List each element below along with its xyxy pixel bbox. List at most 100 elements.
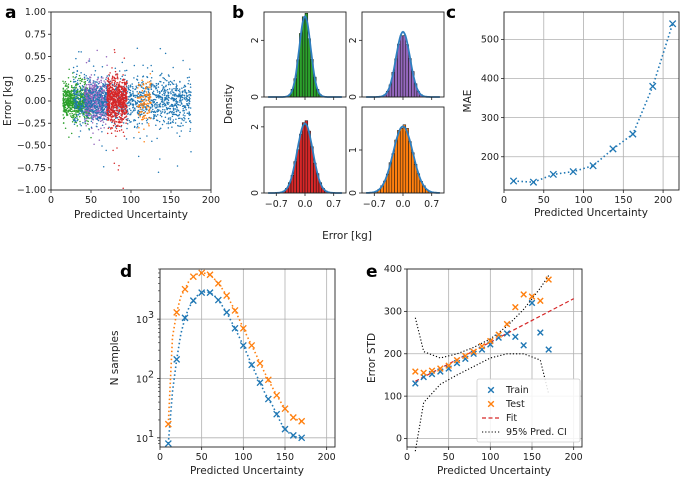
point bbox=[175, 87, 177, 90]
point bbox=[175, 110, 178, 113]
point bbox=[101, 114, 104, 116]
point bbox=[83, 107, 85, 110]
point bbox=[155, 119, 158, 121]
point bbox=[142, 103, 145, 106]
y-tick-label: −0.75 bbox=[17, 163, 46, 174]
point bbox=[106, 95, 109, 98]
point bbox=[112, 79, 115, 81]
point bbox=[114, 70, 117, 73]
point bbox=[173, 87, 175, 90]
point bbox=[97, 96, 99, 98]
point bbox=[119, 121, 122, 124]
point bbox=[167, 83, 170, 86]
point bbox=[101, 119, 103, 122]
y-tick-label: 2 bbox=[250, 124, 261, 130]
point bbox=[150, 86, 153, 88]
point bbox=[86, 103, 89, 105]
point bbox=[182, 124, 184, 127]
legend-box bbox=[476, 378, 581, 443]
point bbox=[121, 115, 123, 117]
point bbox=[123, 57, 126, 59]
point bbox=[90, 126, 93, 128]
point bbox=[72, 87, 74, 89]
point bbox=[84, 90, 86, 93]
x-tick-label: 50 bbox=[196, 452, 208, 463]
point bbox=[94, 107, 97, 109]
point bbox=[160, 90, 163, 92]
point bbox=[111, 87, 113, 89]
point bbox=[94, 85, 97, 88]
point bbox=[114, 130, 116, 132]
point bbox=[82, 88, 84, 90]
point bbox=[178, 125, 180, 127]
point bbox=[104, 115, 107, 117]
point bbox=[89, 80, 91, 83]
histogram-green: 02 bbox=[250, 11, 347, 100]
point bbox=[143, 101, 145, 103]
point bbox=[175, 85, 178, 88]
panel-e-xlabel: Predicted Uncertainty bbox=[437, 465, 551, 477]
point bbox=[107, 104, 109, 107]
x-tick-label: 0 bbox=[157, 452, 163, 463]
point bbox=[147, 96, 149, 99]
point bbox=[63, 109, 65, 111]
point bbox=[126, 109, 129, 111]
point bbox=[123, 94, 126, 97]
point bbox=[62, 87, 65, 89]
point bbox=[73, 113, 75, 116]
panel-c-mae-line: 0 50 100 150 200 200 300 400 500 Predicted Uncer… bbox=[462, 11, 680, 219]
point bbox=[94, 90, 96, 93]
point bbox=[89, 91, 91, 94]
point bbox=[148, 106, 150, 108]
point bbox=[161, 88, 164, 91]
point bbox=[174, 95, 176, 97]
point bbox=[179, 104, 181, 106]
y-tick-label: 0.75 bbox=[25, 29, 46, 40]
point bbox=[157, 110, 160, 112]
point bbox=[190, 150, 192, 153]
point bbox=[101, 130, 103, 133]
point bbox=[125, 85, 128, 87]
point bbox=[71, 86, 73, 89]
point bbox=[181, 118, 184, 121]
point bbox=[114, 80, 117, 83]
point bbox=[167, 103, 169, 106]
point bbox=[67, 111, 69, 113]
point bbox=[162, 77, 164, 79]
point bbox=[103, 114, 105, 117]
mae-marker bbox=[629, 130, 637, 138]
point bbox=[128, 119, 131, 122]
point bbox=[128, 108, 131, 110]
point bbox=[189, 128, 192, 130]
point bbox=[101, 87, 103, 89]
point bbox=[79, 104, 82, 107]
point bbox=[98, 139, 101, 141]
point bbox=[159, 110, 162, 112]
panel-a-ylabel: Error [kg] bbox=[2, 76, 14, 126]
series-marker bbox=[181, 314, 189, 322]
series-marker bbox=[512, 333, 519, 341]
point bbox=[67, 85, 69, 87]
hist-bar bbox=[397, 130, 401, 194]
point bbox=[106, 84, 109, 87]
point bbox=[118, 107, 120, 109]
point bbox=[155, 101, 158, 104]
point bbox=[115, 135, 117, 137]
point bbox=[89, 110, 91, 112]
series-marker bbox=[537, 297, 544, 305]
point bbox=[67, 104, 70, 106]
point bbox=[80, 51, 82, 53]
point bbox=[108, 103, 110, 106]
point bbox=[98, 113, 101, 116]
point bbox=[168, 117, 170, 119]
series-marker bbox=[273, 391, 281, 399]
point bbox=[70, 108, 73, 111]
point bbox=[106, 92, 109, 94]
point bbox=[185, 91, 188, 94]
point bbox=[168, 92, 170, 94]
point bbox=[186, 95, 188, 98]
point bbox=[75, 102, 78, 105]
point bbox=[113, 162, 116, 164]
x-tick-label: 0 bbox=[404, 452, 410, 463]
point bbox=[108, 97, 110, 100]
